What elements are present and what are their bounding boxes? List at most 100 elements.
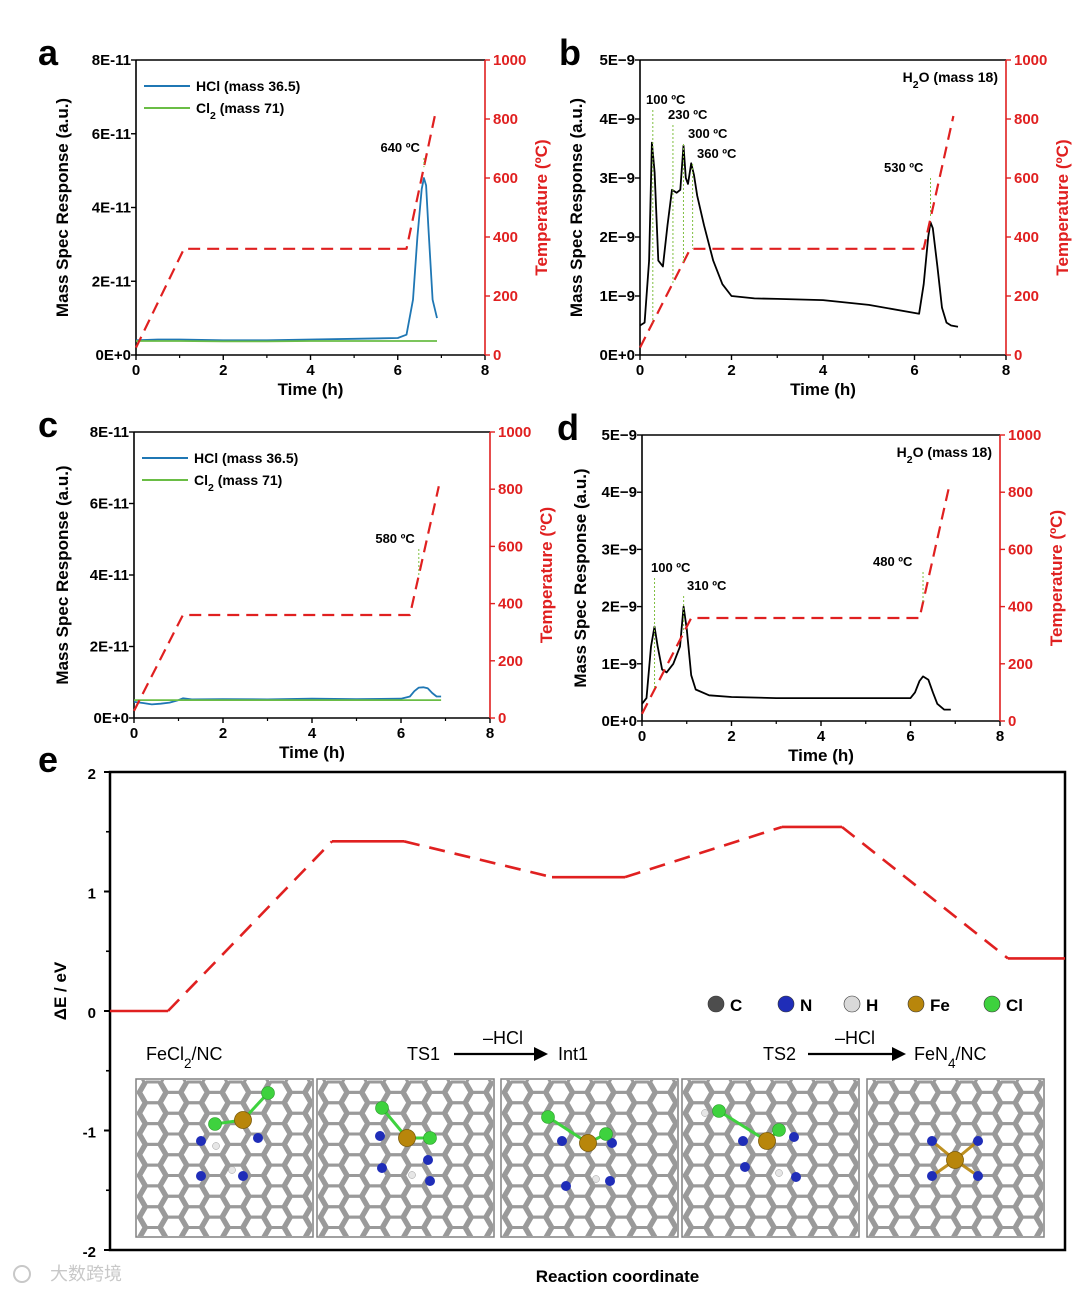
y-tick-label: 1E−9	[602, 656, 637, 673]
carbon-ring	[810, 1226, 836, 1236]
y2-tick-label: 0	[1014, 347, 1022, 364]
carbon-ring	[1037, 1269, 1061, 1290]
y-tick-label: 6E-11	[90, 496, 129, 513]
carbon-ring	[405, 1248, 429, 1269]
carbon-ring	[505, 1226, 531, 1236]
y-tick-label: 8E-11	[92, 52, 131, 69]
carbon-ring	[141, 1269, 165, 1290]
nitrogen-atom	[607, 1138, 617, 1148]
carbon-ring	[286, 1259, 310, 1280]
carbon-ring	[318, 1215, 327, 1236]
carbon-ring	[322, 1248, 346, 1269]
y2-axis-label: Temperature (ºC)	[537, 507, 556, 643]
carbon-ring	[382, 1215, 410, 1236]
energy-connector	[167, 840, 333, 1012]
y2-tick-label: 800	[1014, 111, 1039, 128]
carbon-ring	[829, 1215, 858, 1236]
carbon-ring	[609, 1238, 633, 1259]
carbon-ring	[1037, 1248, 1061, 1269]
annotation-label: 300 ºC	[688, 126, 728, 141]
carbon-ring	[301, 1259, 325, 1280]
y-axis-label: Mass Spec Response (a.u.)	[567, 98, 586, 317]
carbon-ring	[264, 1226, 290, 1236]
nitrogen-atom	[557, 1136, 567, 1146]
carbon-ring	[487, 1248, 511, 1269]
y2-tick-label: 600	[1014, 170, 1039, 187]
carbon-ring	[669, 1163, 677, 1188]
y-tick-label: 4E-11	[90, 567, 129, 584]
carbon-ring	[120, 1238, 144, 1259]
panel-a: a 0 2 4 6 8 0E+0 2E-11 4E-11 6E-11 8E-11 0 200 400 600…	[38, 32, 551, 399]
series-line	[135, 177, 438, 342]
carbon-ring	[140, 1226, 166, 1236]
carbon-ring	[1035, 1184, 1043, 1209]
y-axis-label: Mass Spec Response (a.u.)	[53, 98, 72, 317]
carbon-ring	[304, 1101, 312, 1126]
carbon-ring	[161, 1238, 185, 1259]
legend-label-hcl: HCl (mass 36.5)	[196, 78, 300, 94]
carbon-ring	[425, 1238, 449, 1259]
panel-b: b 0 2 4 6 8 0E+0 1E−9 2E−9 3E−9 4E−9 5E−9 0 200 400 600…	[559, 32, 1072, 399]
y-axis-label: ΔE / eV	[51, 961, 70, 1020]
chlorine-atom	[712, 1104, 726, 1118]
y2-tick-label: 800	[1008, 484, 1033, 501]
carbon-ring	[182, 1269, 206, 1290]
annotation-label: 360 ºC	[697, 146, 737, 161]
nitrogen-atom	[791, 1172, 801, 1182]
y-tick-label: 0E+0	[96, 347, 131, 364]
x-tick-label: 8	[481, 362, 489, 379]
fe-cl-bond	[718, 1109, 768, 1143]
structure-image	[866, 1078, 1061, 1290]
carbon-ring	[321, 1226, 347, 1236]
hydrogen-atom	[228, 1166, 236, 1174]
nitrogen-atom	[973, 1171, 983, 1181]
carbon-ring	[159, 1215, 188, 1236]
structure-label-fecl2-sub: 2	[184, 1056, 192, 1071]
nitrogen-atom	[789, 1132, 799, 1142]
y2-tick-label: 1000	[1014, 52, 1047, 69]
carbon-ring	[485, 1205, 493, 1229]
watermark-logo-icon	[13, 1265, 31, 1283]
carbon-ring	[322, 1269, 346, 1290]
atom-legend-label: Fe	[930, 996, 950, 1015]
structure-label-fen4-sub: 4	[948, 1056, 956, 1071]
y2-tick-label: 600	[1008, 541, 1033, 558]
carbon-ring	[304, 1122, 312, 1146]
y-tick-label: -1	[83, 1125, 96, 1142]
nitrogen-atom	[973, 1136, 983, 1146]
y2-tick-label: 400	[498, 596, 523, 613]
x-tick-label: 4	[306, 362, 315, 379]
carbon-ring	[973, 1215, 1001, 1236]
nitrogen-atom	[377, 1163, 387, 1173]
carbon-ring	[995, 1226, 1021, 1236]
x-tick-label: 2	[219, 725, 227, 742]
carbon-ring	[203, 1238, 227, 1259]
carbon-ring	[464, 1215, 493, 1236]
carbon-ring	[384, 1259, 408, 1280]
carbon-ring	[304, 1080, 312, 1105]
panel-label: a	[38, 32, 59, 73]
carbon-ring	[850, 1205, 858, 1229]
iron-atom	[758, 1132, 776, 1150]
carbon-ring	[568, 1238, 592, 1259]
structure-image	[681, 1078, 860, 1238]
carbon-ring	[485, 1101, 493, 1126]
carbon-ring	[181, 1226, 207, 1236]
atom-legend-dot	[777, 995, 795, 1013]
energy-connector	[403, 840, 553, 879]
carbon-ring	[872, 1248, 896, 1269]
legend-label-h2o-sub: 2	[913, 79, 919, 91]
hydrogen-atom	[701, 1109, 709, 1117]
y2-tick-label: 400	[493, 229, 518, 246]
carbon-ring	[506, 1269, 530, 1290]
y2-tick-label: 400	[1014, 229, 1039, 246]
y2-tick-label: 200	[493, 288, 518, 305]
carbon-ring	[524, 1215, 553, 1236]
carbon-ring	[850, 1101, 858, 1126]
y2-axis-label: Temperature (ºC)	[1053, 139, 1072, 275]
carbon-ring	[467, 1238, 491, 1259]
carbon-ring	[1017, 1259, 1041, 1280]
structure-image	[301, 1078, 511, 1290]
carbon-ring	[669, 1142, 677, 1167]
